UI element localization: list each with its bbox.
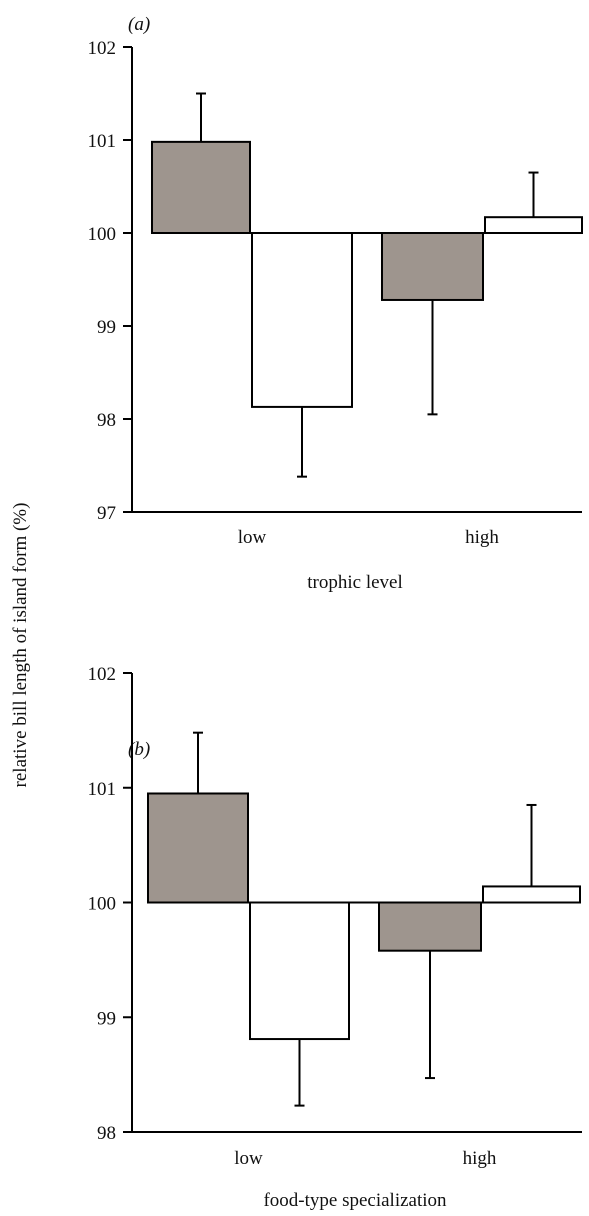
bar-a-high-filled: [381, 232, 484, 301]
x-tick-label-b: low: [234, 1148, 263, 1169]
bar-a-high-open: [484, 216, 583, 235]
bar-a-low-filled: [151, 140, 251, 234]
panel-label-a: (a): [128, 14, 150, 35]
bar-b-low-open: [249, 901, 350, 1041]
y-tick-label-a: 101: [88, 131, 117, 152]
y-tick-label-b: 99: [97, 1008, 116, 1029]
y-tick-label-b: 98: [97, 1123, 116, 1144]
y-tick-label-b: 102: [88, 664, 117, 685]
x-axis-title-a: trophic level: [307, 572, 403, 593]
x-axis-title-b: food-type specialization: [263, 1190, 447, 1211]
y-tick-label-b: 100: [88, 894, 117, 915]
chart-panel-b: (b) food-type specialization 98 99 100 101 1…: [88, 664, 582, 1211]
x-tick-label-b: high: [463, 1148, 497, 1169]
y-axis-title: relative bill length of island form (%): [10, 503, 31, 788]
x-tick-label-a: low: [238, 527, 267, 548]
y-tick-label-a: 100: [88, 224, 117, 245]
panel-label-b: (b): [128, 739, 150, 760]
bar-b-high-filled: [378, 901, 482, 952]
bar-b-low-filled: [147, 792, 249, 904]
x-tick-label-a: high: [465, 527, 499, 548]
y-tick-label-a: 98: [97, 410, 116, 431]
y-tick-label-a: 97: [97, 503, 116, 524]
y-tick-label-b: 101: [88, 779, 117, 800]
y-tick-label-a: 99: [97, 317, 116, 338]
bar-b-high-open: [482, 885, 581, 904]
bar-a-low-open: [251, 232, 353, 408]
y-tick-label-a: 102: [88, 38, 117, 59]
chart-panel-a: (a) trophic level 97 98 99 100 101 102 low high: [88, 14, 583, 593]
